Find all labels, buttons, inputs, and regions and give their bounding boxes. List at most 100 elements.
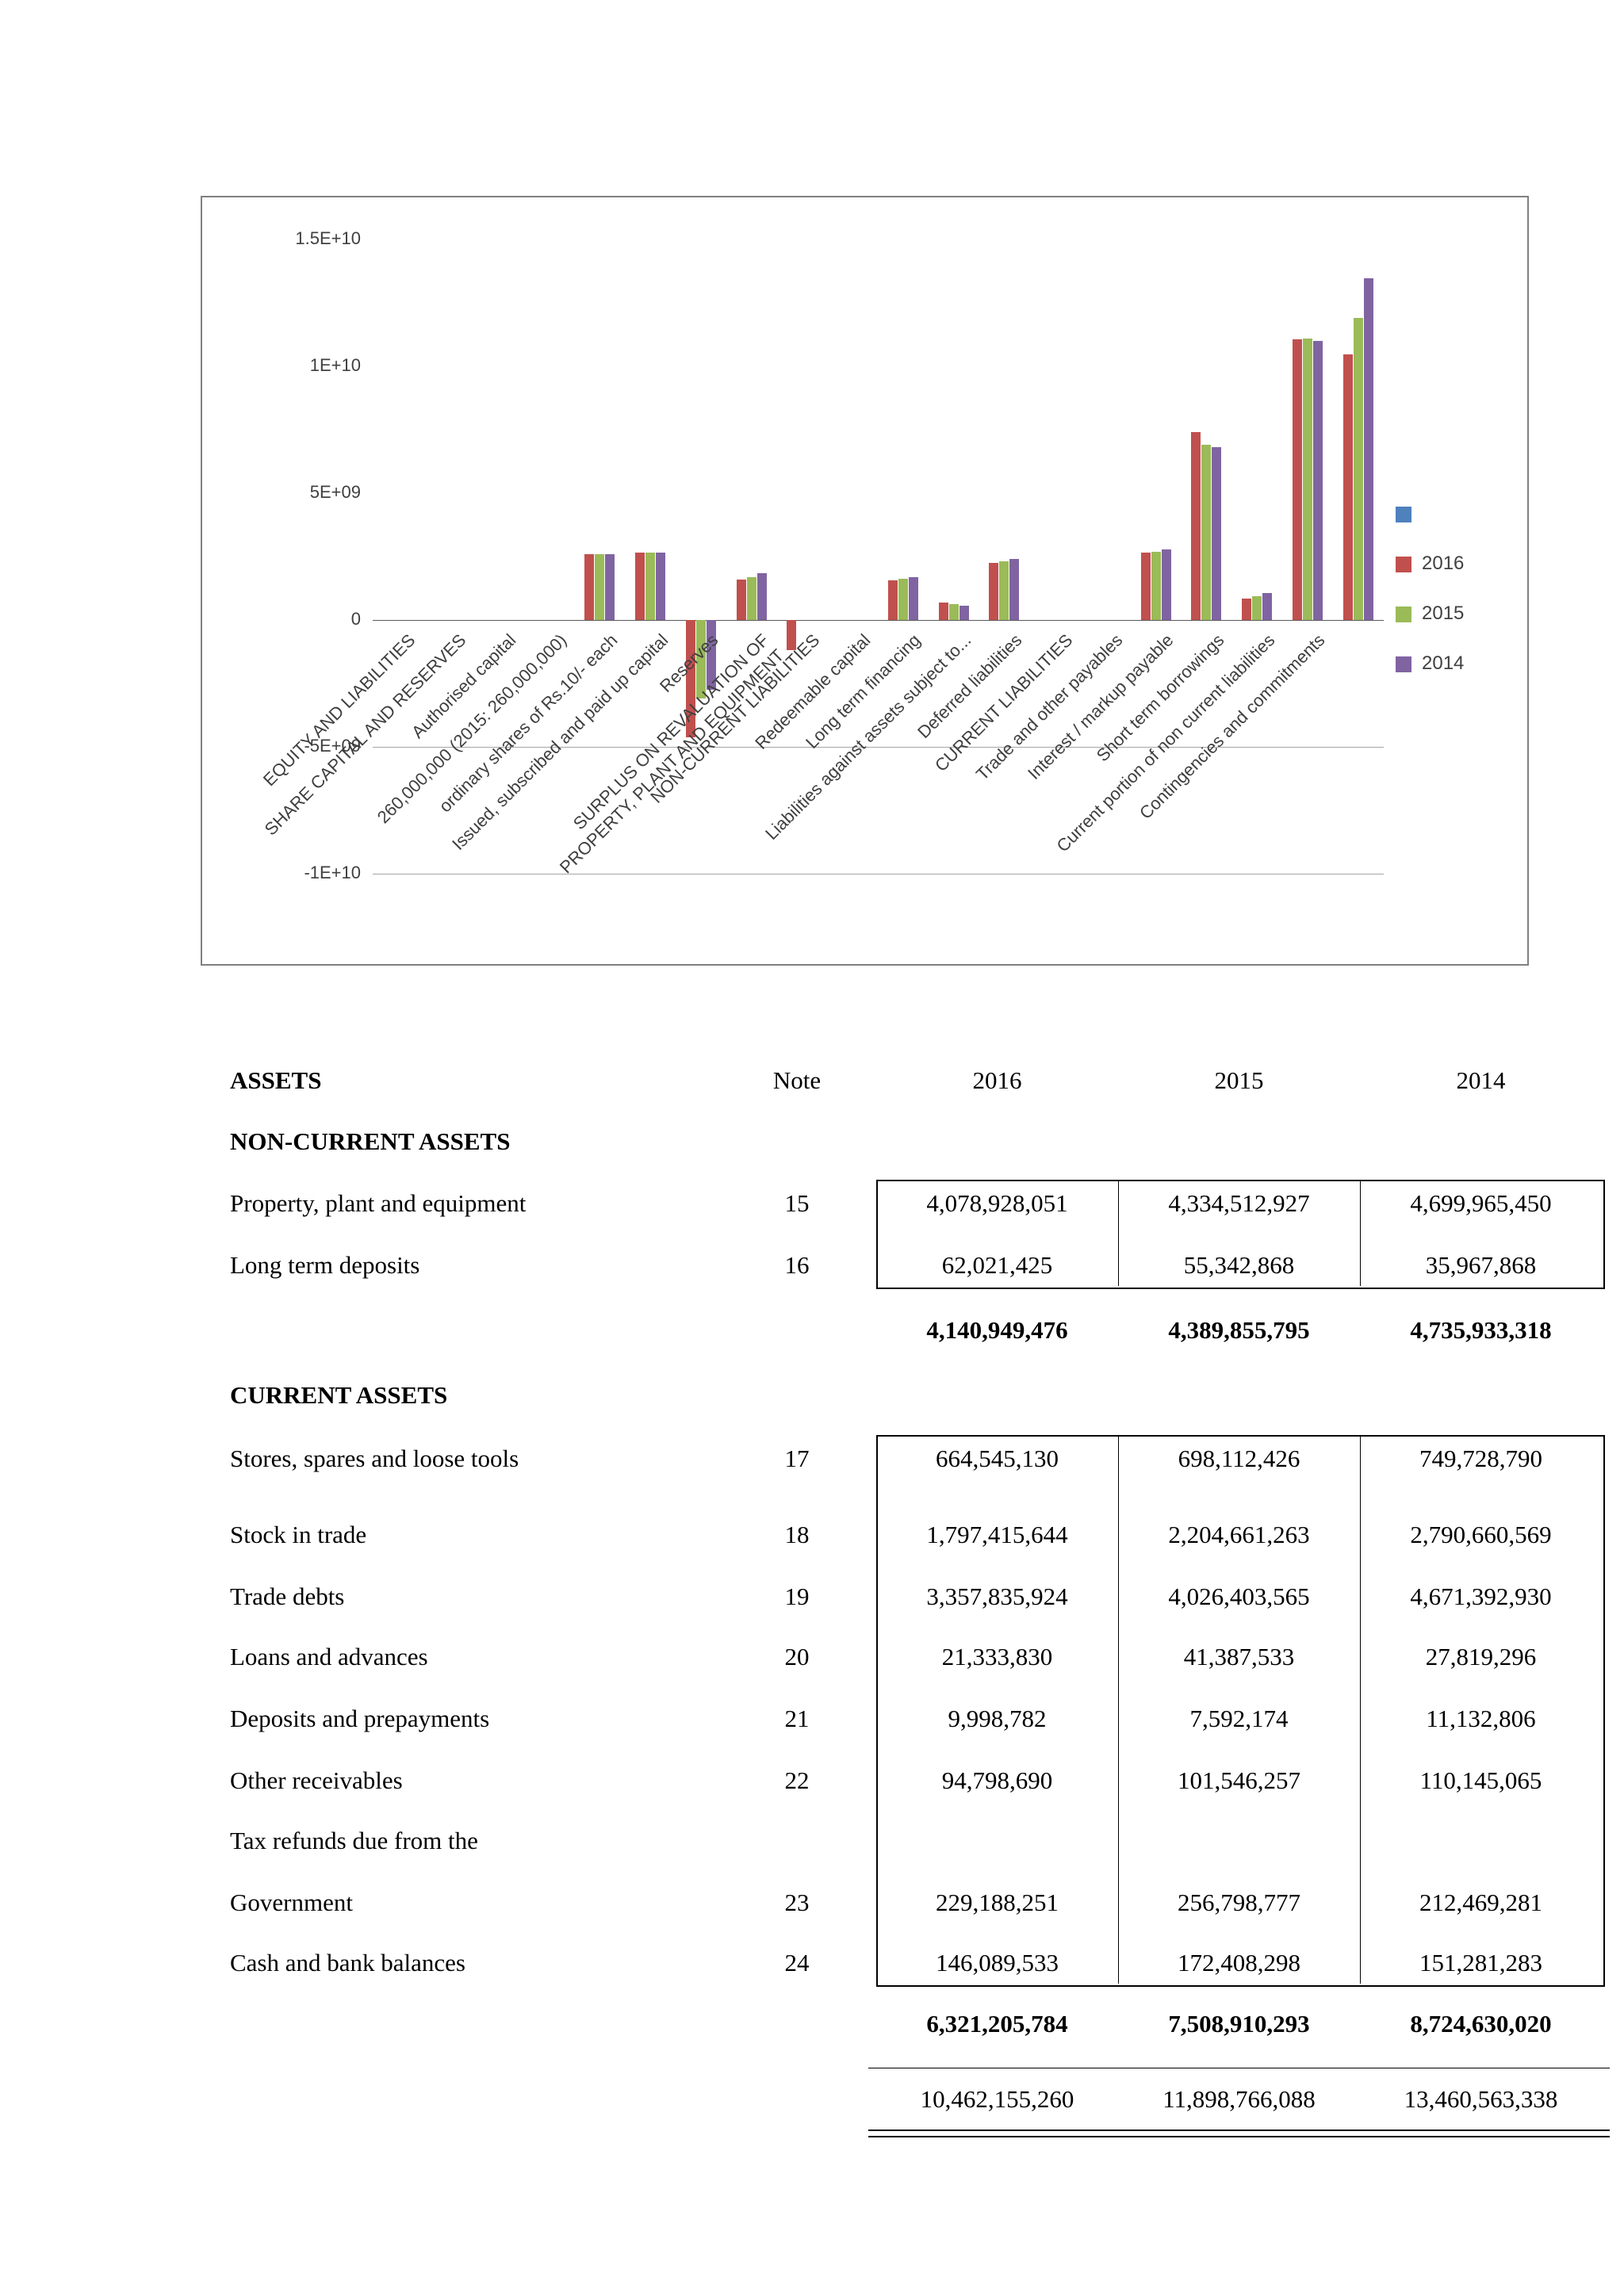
bar-2015 xyxy=(595,553,605,620)
grand-total-double-rule xyxy=(868,2130,1610,2137)
legend-swatch-2015 xyxy=(1396,607,1411,622)
bar-2016 xyxy=(989,563,999,620)
value-2014: 27,819,296 xyxy=(1425,1643,1537,1670)
note-cell: 15 xyxy=(784,1189,810,1217)
bar-2014 xyxy=(908,576,918,620)
row-label: Government xyxy=(230,1888,353,1916)
y-axis-label: -1E+10 xyxy=(304,863,361,882)
chart-canvas: 1.5E+10 1E+10 5E+09 0 -5E+09 -1E+10 EQUITY AND… xyxy=(202,197,1527,964)
values-box xyxy=(876,1435,1605,1987)
legend-label-2016: 2016 xyxy=(1422,553,1465,574)
row-label: Long term deposits xyxy=(230,1251,420,1279)
value-2014: 8,724,630,020 xyxy=(1410,2010,1552,2038)
value-2014: 4,699,965,450 xyxy=(1410,1189,1552,1217)
note-cell: 24 xyxy=(784,1949,810,1976)
note-cell: 19 xyxy=(784,1582,810,1610)
bar-2016 xyxy=(1191,432,1201,620)
value-2014: 212,469,281 xyxy=(1419,1888,1542,1916)
value-2016: 4,140,949,476 xyxy=(926,1316,1068,1344)
legend-swatch-2014 xyxy=(1396,656,1411,672)
value-2016: 10,462,155,260 xyxy=(920,2085,1074,2113)
value-2016: 3,357,835,924 xyxy=(926,1582,1068,1610)
balance-sheet-chart: 1.5E+10 1E+10 5E+09 0 -5E+09 -1E+10 EQUITY AND… xyxy=(201,196,1529,966)
value-2016: 664,545,130 xyxy=(936,1445,1059,1472)
value-2015: 4,026,403,565 xyxy=(1168,1582,1310,1610)
note-cell: 23 xyxy=(784,1888,810,1916)
bar-2014 xyxy=(1009,559,1020,620)
value-2015: 41,387,533 xyxy=(1183,1643,1295,1670)
row-label: Deposits and prepayments xyxy=(230,1705,490,1732)
bar-2014 xyxy=(656,552,666,620)
value-2016: 146,089,533 xyxy=(936,1949,1059,1976)
value-2015: 7,592,174 xyxy=(1189,1705,1289,1732)
bar-2014 xyxy=(1363,278,1373,620)
legend-swatch-2016 xyxy=(1396,557,1411,572)
bar-2015 xyxy=(695,620,706,699)
bar-2016 xyxy=(685,620,695,738)
assets-table: ASSETS Note 2016 2015 2014 NON-CURRENT A… xyxy=(0,1054,1624,2228)
bar-2015 xyxy=(746,576,756,620)
value-2014: 4,735,933,318 xyxy=(1410,1316,1552,1344)
row-label: Stores, spares and loose tools xyxy=(230,1445,519,1472)
row-label: Trade debts xyxy=(230,1582,345,1610)
bar-2015 xyxy=(1302,338,1312,620)
bar-2014 xyxy=(1161,549,1171,620)
note-cell: 18 xyxy=(784,1521,810,1548)
bar-2014 xyxy=(605,553,615,620)
assets-title: ASSETS xyxy=(230,1066,322,1094)
bar-2015 xyxy=(948,604,959,620)
value-2015: 256,798,777 xyxy=(1178,1888,1300,1916)
bar-2015 xyxy=(1252,595,1262,620)
value-2015: 172,408,298 xyxy=(1178,1949,1300,1976)
bar-2014 xyxy=(756,572,767,620)
value-2015: 101,546,257 xyxy=(1178,1766,1300,1794)
legend-label-2015: 2015 xyxy=(1422,603,1465,624)
section-heading: NON-CURRENT ASSETS xyxy=(230,1127,511,1155)
bar-2015 xyxy=(1353,318,1363,620)
bar-2015 xyxy=(1151,551,1161,620)
value-2015: 11,898,766,088 xyxy=(1162,2085,1316,2113)
value-2015: 698,112,426 xyxy=(1178,1445,1300,1472)
column-separator xyxy=(1360,1180,1361,1286)
bar-2016 xyxy=(1140,553,1151,620)
y-axis-label: 1.5E+10 xyxy=(295,228,361,248)
value-2014: 151,281,283 xyxy=(1419,1949,1542,1976)
bar-2016 xyxy=(584,553,595,620)
note-cell: 22 xyxy=(784,1766,810,1794)
bar-2015 xyxy=(999,561,1009,620)
value-2015: 4,334,512,927 xyxy=(1168,1189,1310,1217)
x-axis-line xyxy=(373,620,1384,621)
value-2016: 6,321,205,784 xyxy=(926,2010,1068,2038)
value-2016: 229,188,251 xyxy=(936,1888,1059,1916)
year-2016-header: 2016 xyxy=(972,1066,1022,1094)
row-label: Tax refunds due from the xyxy=(230,1827,478,1854)
legend-swatch-blank xyxy=(1396,507,1411,522)
value-2014: 13,460,563,338 xyxy=(1404,2085,1558,2113)
value-2016: 94,798,690 xyxy=(941,1766,1053,1794)
value-2016: 1,797,415,644 xyxy=(926,1521,1068,1548)
bar-2016 xyxy=(736,579,746,620)
values-box xyxy=(876,1180,1605,1289)
value-2014: 749,728,790 xyxy=(1419,1445,1542,1472)
value-2014: 4,671,392,930 xyxy=(1410,1582,1552,1610)
value-2015: 55,342,868 xyxy=(1183,1251,1295,1279)
value-2014: 110,145,065 xyxy=(1419,1766,1542,1794)
y-axis-label: -5E+09 xyxy=(304,736,361,756)
bar-2016 xyxy=(1242,598,1252,620)
column-separator xyxy=(1118,1435,1119,1984)
note-cell: 16 xyxy=(784,1251,810,1279)
bar-2016 xyxy=(887,580,898,620)
bar-2015 xyxy=(1201,445,1212,620)
section-heading: CURRENT ASSETS xyxy=(230,1381,448,1409)
y-axis-label: 0 xyxy=(350,609,361,629)
row-label: Stock in trade xyxy=(230,1521,367,1548)
note-cell: 20 xyxy=(784,1643,810,1670)
column-separator xyxy=(1118,1180,1119,1286)
value-2016: 21,333,830 xyxy=(941,1643,1053,1670)
note-header: Note xyxy=(772,1066,822,1094)
bar-2016 xyxy=(938,602,948,620)
year-2014-header: 2014 xyxy=(1456,1066,1506,1094)
bar-2014 xyxy=(1312,341,1323,620)
value-2015: 7,508,910,293 xyxy=(1168,2010,1310,2038)
value-2016: 62,021,425 xyxy=(941,1251,1053,1279)
